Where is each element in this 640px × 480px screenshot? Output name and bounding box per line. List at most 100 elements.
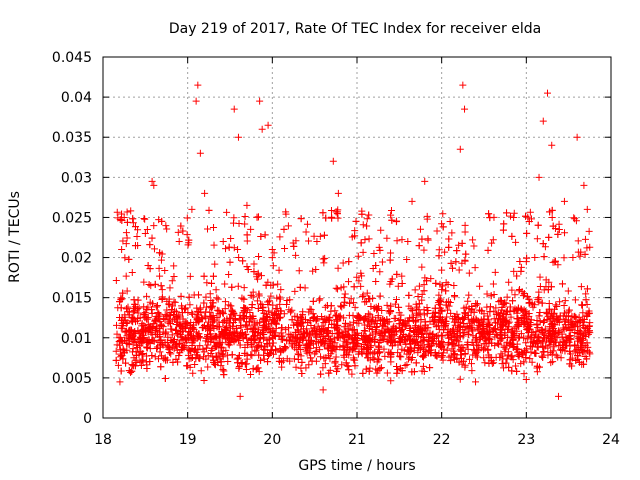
data-point xyxy=(253,297,261,305)
data-point xyxy=(541,325,549,333)
data-point xyxy=(547,337,555,345)
data-point xyxy=(356,313,364,321)
data-point xyxy=(526,208,534,216)
data-point xyxy=(184,241,192,249)
data-point xyxy=(289,239,297,247)
data-point xyxy=(269,301,277,309)
data-point xyxy=(223,208,231,216)
data-point xyxy=(396,352,404,360)
data-point xyxy=(272,320,280,328)
data-point xyxy=(249,365,257,373)
data-point xyxy=(484,318,492,326)
data-point xyxy=(238,294,246,302)
data-point xyxy=(140,278,148,286)
data-point xyxy=(562,336,570,344)
data-point xyxy=(499,300,507,308)
data-point xyxy=(527,316,535,324)
data-point xyxy=(264,278,272,286)
data-point xyxy=(166,348,174,356)
data-point xyxy=(297,364,305,372)
data-point xyxy=(436,342,444,350)
data-point xyxy=(309,267,317,275)
data-point xyxy=(333,330,341,338)
data-point xyxy=(127,369,135,377)
data-point xyxy=(149,323,157,331)
data-point xyxy=(472,378,480,386)
data-point xyxy=(361,321,369,329)
data-point xyxy=(489,236,497,244)
data-point xyxy=(354,252,362,260)
data-point xyxy=(305,308,313,316)
data-point xyxy=(320,231,328,239)
data-point xyxy=(177,323,185,331)
data-point xyxy=(324,327,332,335)
data-point xyxy=(481,359,489,367)
data-point xyxy=(284,222,292,230)
data-point xyxy=(578,334,586,342)
data-point xyxy=(441,321,449,329)
data-point xyxy=(242,365,250,373)
data-point xyxy=(502,345,510,353)
data-point xyxy=(551,338,559,346)
data-point xyxy=(183,319,191,327)
data-point xyxy=(372,278,380,286)
data-point xyxy=(178,309,186,317)
data-point xyxy=(331,359,339,367)
data-point xyxy=(240,295,248,303)
data-point xyxy=(237,330,245,338)
data-point xyxy=(486,303,494,311)
data-point xyxy=(147,282,155,290)
data-point xyxy=(195,291,203,299)
data-point xyxy=(564,287,572,295)
data-point xyxy=(495,315,503,323)
data-point xyxy=(212,352,220,360)
data-point xyxy=(351,362,359,370)
data-point xyxy=(277,348,285,356)
data-point xyxy=(419,362,427,370)
data-point xyxy=(334,189,342,197)
data-point xyxy=(489,327,497,335)
data-point xyxy=(269,281,277,289)
data-point xyxy=(522,212,530,220)
data-point xyxy=(207,296,215,304)
data-point xyxy=(145,281,153,289)
data-point xyxy=(437,353,445,361)
data-point xyxy=(234,245,242,253)
data-point xyxy=(513,315,521,323)
data-point xyxy=(158,295,166,303)
data-point xyxy=(295,351,303,359)
data-point xyxy=(423,310,431,318)
data-point xyxy=(202,293,210,301)
data-point xyxy=(349,312,357,320)
data-point xyxy=(424,324,432,332)
data-point xyxy=(292,251,300,259)
data-point xyxy=(304,344,312,352)
data-point xyxy=(439,356,447,364)
data-point xyxy=(543,310,551,318)
data-point xyxy=(442,287,450,295)
data-point xyxy=(150,181,158,189)
data-point xyxy=(151,353,159,361)
data-point xyxy=(143,225,151,233)
data-point xyxy=(243,201,251,209)
data-point xyxy=(305,361,313,369)
data-point xyxy=(123,305,131,313)
data-point xyxy=(391,300,399,308)
data-point xyxy=(393,369,401,377)
data-point xyxy=(424,236,432,244)
data-point xyxy=(376,365,384,373)
data-point xyxy=(200,299,208,307)
data-point xyxy=(332,353,340,361)
data-point xyxy=(471,264,479,272)
data-point xyxy=(365,211,373,219)
data-point xyxy=(322,318,330,326)
data-point xyxy=(539,353,547,361)
data-point xyxy=(401,337,409,345)
data-point xyxy=(583,285,591,293)
data-point xyxy=(360,315,368,323)
data-point xyxy=(247,225,255,233)
data-point xyxy=(542,308,550,316)
data-point xyxy=(574,319,582,327)
data-point xyxy=(141,229,149,237)
data-point xyxy=(461,349,469,357)
